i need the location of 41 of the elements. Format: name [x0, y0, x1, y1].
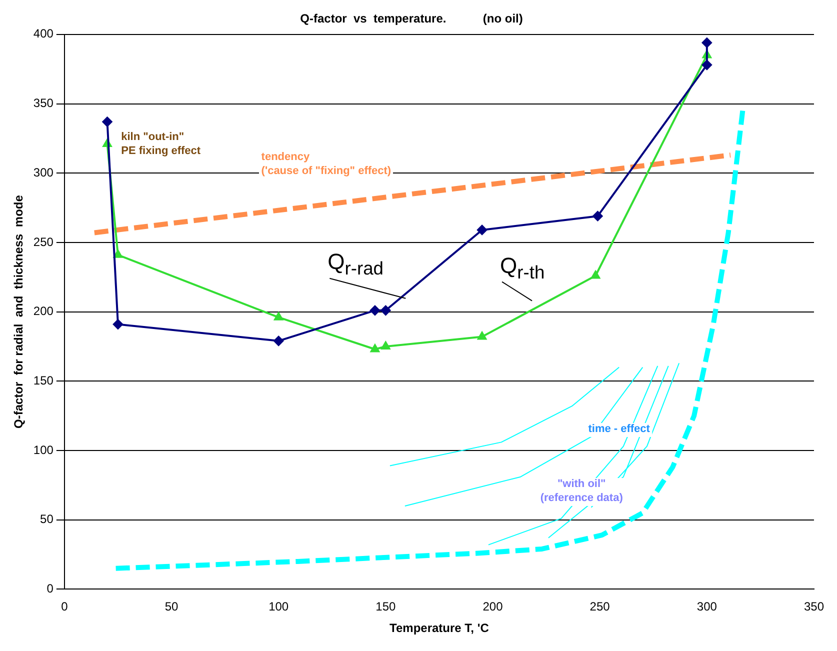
y-tick-label: 250 — [33, 234, 54, 249]
series-label: Q$_{r-th}$ — [499, 252, 546, 284]
series-label: Q$_{r-rad}$ — [326, 248, 384, 281]
y-tick-label: 100 — [33, 442, 54, 457]
point — [477, 224, 488, 235]
point — [591, 270, 600, 279]
point — [478, 332, 486, 340]
x-tick-label: 0 — [61, 600, 68, 614]
point — [370, 305, 380, 316]
annotation: kiln "out-in" PE fixing effect — [119, 131, 203, 159]
y-tick-label: 200 — [33, 304, 54, 318]
y-tick-label: 350 — [33, 96, 54, 110]
x-tick-label: 100 — [268, 600, 289, 614]
point — [381, 341, 390, 350]
point — [274, 312, 284, 320]
y-tick-label: 300 — [33, 165, 54, 180]
y-tick-label: 150 — [33, 373, 54, 388]
x-tick-label: 300 — [696, 600, 718, 614]
y-tick-label: 400 — [33, 26, 54, 41]
point — [102, 116, 112, 127]
point — [112, 319, 123, 330]
point — [114, 250, 122, 258]
point — [702, 60, 712, 70]
y-axis-title: Q-factor for radial and thickness mode — [12, 194, 26, 428]
annotation: tendency ('cause of "fixing" effect) — [259, 150, 394, 178]
point — [592, 211, 603, 222]
point — [274, 336, 284, 346]
y-tick-label: 0 — [46, 582, 54, 596]
x-axis-title: Temperature T, 'C — [390, 621, 490, 636]
x-tick-label: 50 — [164, 600, 178, 614]
point — [380, 305, 391, 316]
x-tick-label: 250 — [590, 600, 610, 614]
x-tick-label: 200 — [482, 600, 504, 614]
y-tick-label: 50 — [40, 512, 54, 526]
point — [702, 38, 712, 48]
chart-title: Q-factor vs temperature. (no oil) — [300, 12, 523, 26]
point — [370, 344, 380, 352]
x-tick-label: 350 — [804, 600, 824, 614]
annotation: "with oil" (reference data) — [538, 478, 625, 506]
x-tick-label: 150 — [376, 600, 396, 614]
annotation: time - effect — [586, 422, 652, 436]
